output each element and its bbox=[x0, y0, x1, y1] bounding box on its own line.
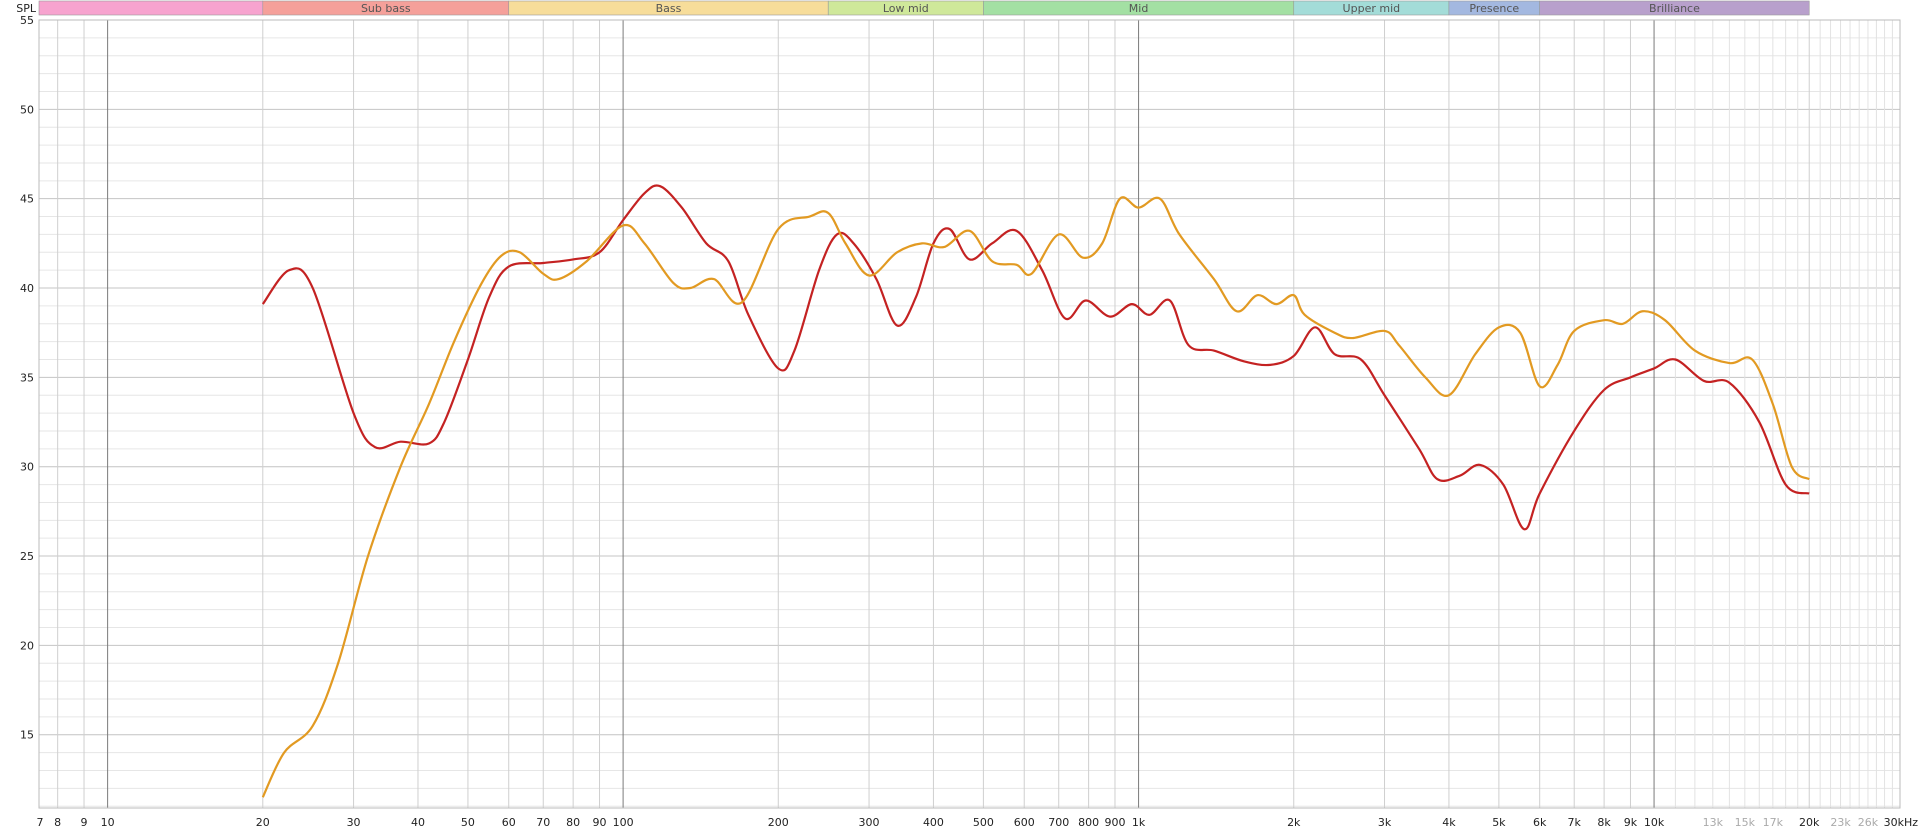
y-tick-label: 25 bbox=[20, 550, 34, 563]
grid bbox=[38, 19, 1901, 809]
y-tick-label: 40 bbox=[20, 282, 34, 295]
x-tick-label: 17k bbox=[1763, 816, 1784, 829]
band-label: Sub bass bbox=[361, 2, 411, 15]
series-line-1 bbox=[261, 184, 1810, 531]
x-tick-label: 10 bbox=[101, 816, 115, 829]
y-tick-label: 30 bbox=[20, 461, 34, 474]
x-tick-label: 20 bbox=[256, 816, 270, 829]
x-tick-label: 60 bbox=[502, 816, 516, 829]
x-tick-label: 13k bbox=[1703, 816, 1724, 829]
x-tick-label: 40 bbox=[411, 816, 425, 829]
x-tick-label: 800 bbox=[1078, 816, 1099, 829]
y-tick-label: 35 bbox=[20, 371, 34, 384]
x-tick-label: 15k bbox=[1735, 816, 1756, 829]
x-tick-label: 600 bbox=[1014, 816, 1035, 829]
x-tick-label: 4k bbox=[1442, 816, 1456, 829]
x-tick-label: 26k bbox=[1858, 816, 1879, 829]
x-tick-label: 5k bbox=[1492, 816, 1506, 829]
x-tick-label: 80 bbox=[566, 816, 580, 829]
band-label: Presence bbox=[1469, 2, 1519, 15]
x-tick-label: 6k bbox=[1533, 816, 1547, 829]
x-tick-label: 500 bbox=[973, 816, 994, 829]
y-axis-label: SPL bbox=[16, 2, 37, 15]
x-tick-label: 90 bbox=[593, 816, 607, 829]
x-tick-label: 200 bbox=[768, 816, 789, 829]
x-tick-label: 900 bbox=[1104, 816, 1125, 829]
series-line-2 bbox=[261, 196, 1810, 798]
y-tick-label: 50 bbox=[20, 103, 34, 116]
x-tick-label: 8 bbox=[54, 816, 61, 829]
x-tick-label: 23k bbox=[1830, 816, 1851, 829]
x-tick-label: 400 bbox=[923, 816, 944, 829]
x-tick-label: 2k bbox=[1287, 816, 1301, 829]
x-axis-ticks: 7 8 9 10 20 30 40 50 60 70 80 90 100 200 300 400 500 600 7… bbox=[37, 816, 1919, 829]
x-tick-label: 30kHz bbox=[1884, 816, 1919, 829]
y-tick-label: 45 bbox=[20, 193, 34, 206]
band-label: Bass bbox=[656, 2, 682, 15]
band-7 bbox=[1539, 0, 1810, 16]
band-label: Mid bbox=[1129, 2, 1149, 15]
x-tick-label: 100 bbox=[613, 816, 634, 829]
frequency-bands: Sub bass Bass Low mid Mid Upper mid Presence B… bbox=[38, 0, 1810, 16]
x-tick-label: 50 bbox=[461, 816, 475, 829]
x-tick-label: 10k bbox=[1644, 816, 1665, 829]
band-label: Upper mid bbox=[1343, 2, 1401, 15]
x-tick-label: 1k bbox=[1132, 816, 1146, 829]
band-0 bbox=[38, 0, 264, 16]
y-tick-label: 55 bbox=[20, 14, 34, 27]
band-label: Low mid bbox=[883, 2, 929, 15]
x-tick-label: 20k bbox=[1799, 816, 1820, 829]
y-tick-label: 15 bbox=[20, 729, 34, 742]
x-tick-label: 7k bbox=[1568, 816, 1582, 829]
plot-border bbox=[38, 19, 1901, 809]
x-tick-label: 7 bbox=[37, 816, 44, 829]
x-tick-label: 700 bbox=[1048, 816, 1069, 829]
x-tick-label: 70 bbox=[536, 816, 550, 829]
x-tick-label: 30 bbox=[347, 816, 361, 829]
series-lines bbox=[261, 184, 1810, 798]
x-tick-label: 9 bbox=[81, 816, 88, 829]
x-tick-label: 9k bbox=[1624, 816, 1638, 829]
x-tick-label: 3k bbox=[1378, 816, 1392, 829]
x-tick-label: 8k bbox=[1597, 816, 1611, 829]
y-tick-label: 20 bbox=[20, 639, 34, 652]
band-label: Brilliance bbox=[1649, 2, 1700, 15]
y-axis-ticks: 55 50 45 40 35 30 25 20 15 bbox=[20, 14, 34, 742]
x-tick-label: 300 bbox=[859, 816, 880, 829]
